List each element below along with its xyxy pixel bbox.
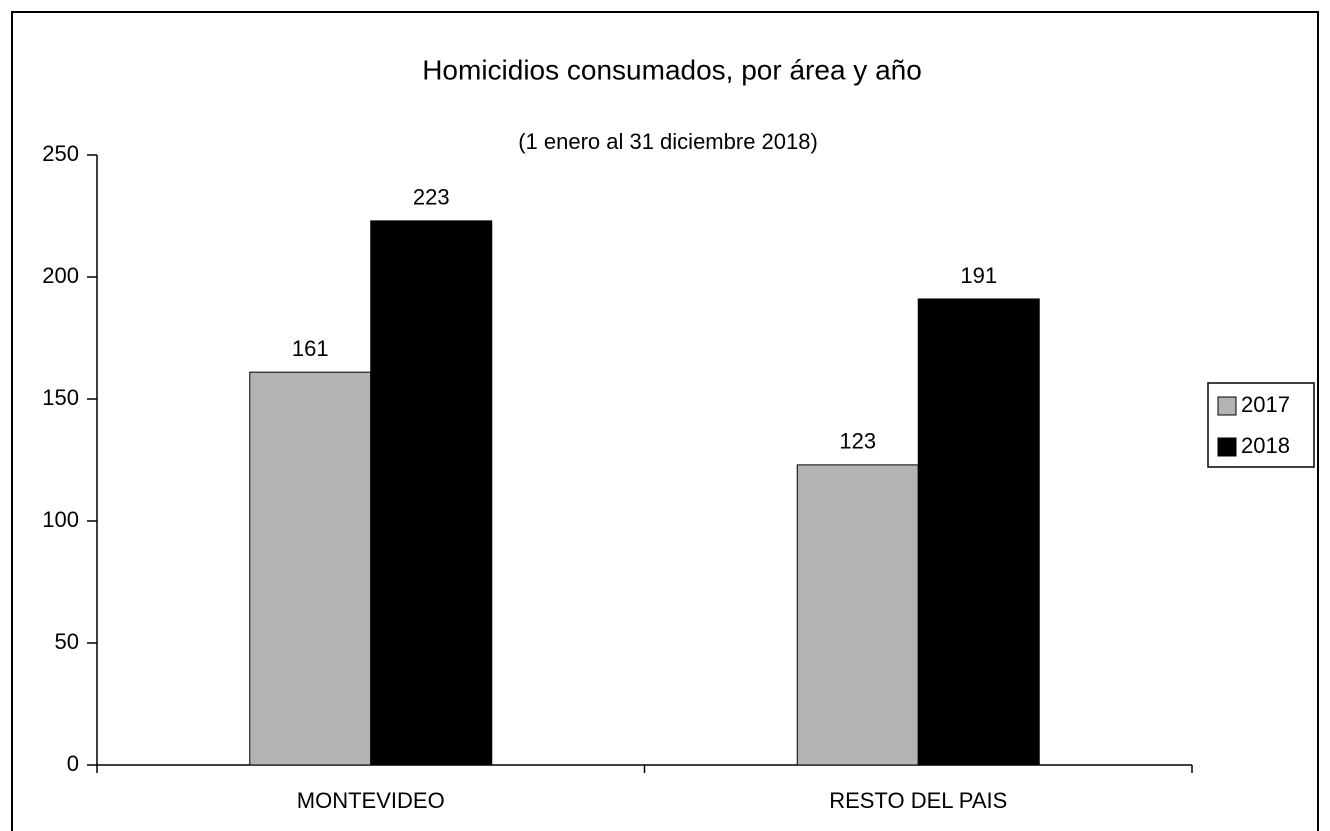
y-tick-label: 200 <box>42 263 79 288</box>
bar <box>249 371 372 766</box>
legend-swatch <box>1217 437 1237 457</box>
y-tick-label: 50 <box>55 629 79 654</box>
data-label: 161 <box>292 336 329 361</box>
x-tick-label: RESTO DEL PAIS <box>829 788 1007 813</box>
y-tick-label: 100 <box>42 507 79 532</box>
legend-label: 2018 <box>1241 433 1290 458</box>
bar <box>370 220 493 766</box>
legend-label: 2017 <box>1241 392 1290 417</box>
y-tick-label: 150 <box>42 385 79 410</box>
legend-swatch <box>1217 396 1237 416</box>
data-label: 191 <box>960 263 997 288</box>
x-tick-label: MONTEVIDEO <box>297 788 445 813</box>
y-tick-label: 250 <box>42 141 79 166</box>
data-label: 223 <box>413 185 450 210</box>
chart-title: Homicidios consumados, por área y año <box>422 54 922 85</box>
chart-frame <box>11 11 1319 831</box>
bar <box>796 464 919 766</box>
data-label: 123 <box>839 429 876 454</box>
y-tick-label: 0 <box>67 751 79 776</box>
chart-subtitle: (1 enero al 31 diciembre 2018) <box>518 129 818 154</box>
bar <box>917 298 1040 766</box>
